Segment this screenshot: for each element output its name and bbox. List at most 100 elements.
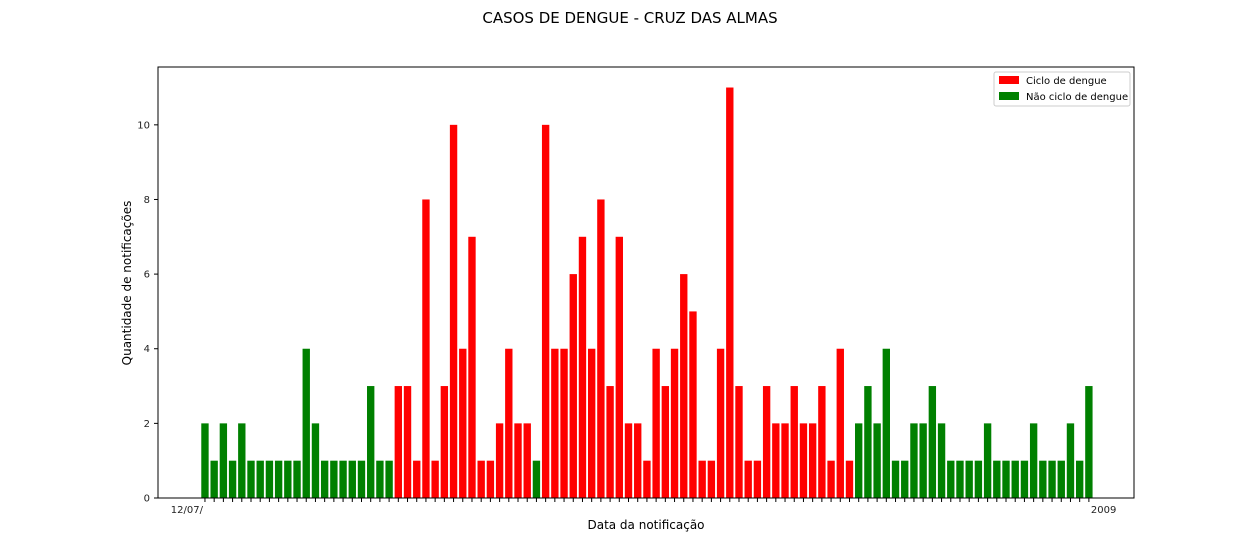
x-axis: 12/07/2009 [171,498,1116,516]
x-axis-label: Data da notificação [587,518,704,532]
bar-53 [689,311,697,498]
bar-11 [302,348,310,498]
bar-95 [1075,460,1084,498]
y-axis: 0 2 4 6 8 10 [137,120,158,505]
legend-swatch-ciclo [999,76,1019,84]
bar-36 [532,460,541,498]
bar-27 [449,124,458,498]
bar-21 [394,386,402,498]
bar-34 [514,423,522,498]
bar-51 [670,348,679,498]
bar-68 [827,460,835,498]
bar-69 [836,348,844,498]
bar-13 [320,460,329,498]
bar-17 [357,460,366,498]
bar-74 [882,348,890,498]
bar-4 [238,423,246,498]
bar-45 [615,236,623,499]
y-tick-label-3: 6 [144,270,150,281]
bar-82 [956,460,964,498]
bar-12 [311,423,320,498]
bar-60 [753,460,762,498]
bar-8 [274,460,283,498]
bar-73 [873,423,881,498]
bar-61 [762,386,771,498]
bar-14 [330,460,338,498]
bar-76 [901,460,909,498]
y-tick-label-5: 10 [137,120,150,131]
legend: Ciclo de dengue Não ciclo de dengue [993,71,1131,107]
bar-89 [1020,460,1029,498]
bar-71 [855,423,863,498]
bar-96 [1085,386,1093,498]
x-tick-label-last: 2009 [1091,505,1116,516]
legend-label-nao-ciclo: Não ciclo de dengue [1026,92,1128,103]
bar-58 [735,386,743,498]
bar-84 [974,460,983,498]
y-tick-label-1: 2 [144,419,150,430]
bar-79 [928,386,937,498]
bar-41 [578,236,587,499]
bar-52 [680,274,688,498]
legend-box [993,71,1131,107]
x-tick-label-first: 12/07/ [171,505,204,516]
bar-43 [597,199,605,498]
legend-label-ciclo: Ciclo de dengue [1026,76,1107,87]
bar-80 [937,423,946,498]
bar-93 [1057,460,1065,498]
bar-48 [643,460,651,498]
bar-39 [560,348,568,498]
bar-10 [293,460,301,498]
bar-1 [210,460,218,498]
bar-59 [744,460,752,498]
bar-55 [707,460,716,498]
bar-26 [440,386,449,498]
bar-33 [505,348,513,498]
bar-16 [348,460,356,498]
bar-54 [698,460,706,498]
bar-19 [376,460,384,498]
bar-65 [799,423,808,498]
bar-18 [367,386,375,498]
bar-81 [947,460,955,498]
bar-5 [247,460,255,498]
bar-49 [652,348,660,498]
bar-67 [818,386,826,498]
bar-90 [1029,423,1038,498]
bar-44 [606,386,614,498]
bars-layer [201,87,1093,499]
bar-63 [781,423,789,498]
bar-87 [1002,460,1010,498]
bar-31 [486,460,495,498]
bar-28 [459,348,467,498]
bar-15 [339,460,347,498]
bar-6 [256,460,264,498]
bar-56 [716,348,725,498]
plot-frame [157,66,1135,499]
y-tick-label-0: 0 [144,494,150,505]
bar-0 [201,423,209,498]
bar-92 [1048,460,1056,498]
bar-64 [790,386,798,498]
bar-22 [403,386,412,498]
bar-66 [808,423,817,498]
bar-25 [431,460,439,498]
bar-20 [385,460,393,498]
bar-29 [468,236,476,499]
bar-46 [624,423,633,498]
bar-85 [983,423,992,498]
bar-57 [726,87,734,499]
bar-47 [634,423,642,498]
bar-42 [587,348,596,498]
bar-91 [1039,460,1047,498]
bar-9 [284,460,292,498]
legend-swatch-nao-ciclo [999,92,1019,100]
bar-83 [965,460,973,498]
bar-38 [551,348,559,498]
bar-70 [845,460,854,498]
bar-3 [228,460,237,498]
bar-40 [569,274,577,498]
y-tick-label-2: 4 [144,344,150,355]
